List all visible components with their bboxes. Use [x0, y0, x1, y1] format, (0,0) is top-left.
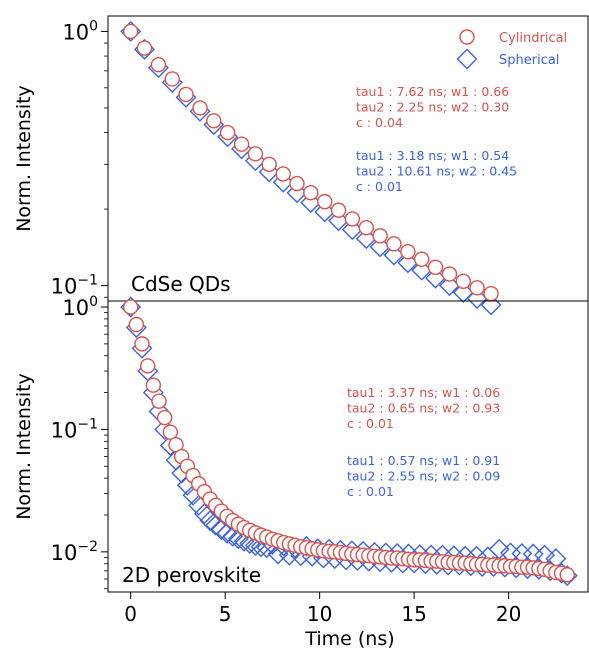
data-point-spherical	[286, 182, 308, 204]
y-tick-label: 10−1	[51, 273, 98, 299]
x-tick-label: 15	[401, 602, 426, 626]
data-point-cylindrical	[162, 424, 179, 440]
x-tick-label: 0	[124, 602, 137, 626]
data-point-spherical	[425, 267, 446, 289]
fit-annotation-spherical: tau2 : 10.61 ns; w2 : 0.45	[356, 164, 517, 179]
data-point-cylindrical	[358, 219, 375, 236]
data-point-cylindrical	[178, 86, 194, 103]
data-point-cylindrical	[151, 393, 167, 409]
panel-label: 2D perovskite	[122, 563, 261, 587]
fit-annotation-spherical: tau1 : 0.57 ns; w1 : 0.91	[347, 453, 500, 468]
data-point-cylindrical	[303, 185, 319, 201]
y-axis-label: Norm. Intensity	[13, 85, 35, 232]
legend-label-cylindrical: Cylindrical	[499, 31, 567, 46]
data-point-cylindrical	[206, 113, 222, 129]
fit-annotation-cylindrical: c : 0.01	[347, 416, 394, 431]
data-point-spherical	[488, 538, 510, 560]
panel-1	[101, 15, 589, 316]
data-point-cylindrical	[192, 100, 208, 116]
data-point-cylindrical	[317, 193, 333, 210]
plot-frame	[107, 300, 589, 593]
fit-annotation-cylindrical: tau2 : 2.25 ns; w2 : 0.30	[356, 100, 509, 115]
y-tick-label: 10−1	[51, 416, 98, 442]
x-axis-label: Time (ns)	[304, 628, 394, 650]
data-point-cylindrical	[139, 358, 156, 374]
data-point-cylindrical	[483, 285, 499, 302]
data-point-cylindrical	[261, 156, 277, 173]
fit-annotation-cylindrical: tau1 : 3.37 ns; w1 : 0.06	[347, 385, 500, 400]
y-axis-label: Norm. Intensity	[13, 373, 35, 520]
data-point-cylindrical	[275, 166, 291, 182]
data-point-cylindrical	[386, 236, 402, 252]
fit-annotation-cylindrical: tau1 : 7.62 ns; w1 : 0.66	[356, 84, 509, 99]
y-tick-label: 100	[62, 18, 98, 44]
data-point-spherical	[480, 294, 502, 316]
data-point-cylindrical	[247, 146, 264, 162]
x-tick-label: 5	[219, 602, 232, 626]
data-point-cylindrical	[122, 23, 139, 40]
fit-annotation-spherical: c : 0.01	[356, 179, 403, 194]
data-point-cylindrical	[128, 316, 145, 333]
legend-label-spherical: Spherical	[499, 53, 559, 68]
fit-annotation-spherical: tau2 : 2.55 ns; w2 : 0.09	[347, 469, 500, 484]
x-tick-label: 10	[307, 602, 332, 626]
data-point-cylindrical	[122, 299, 139, 315]
data-point-cylindrical	[150, 56, 167, 73]
fit-annotation-spherical: c : 0.01	[347, 484, 394, 499]
data-point-spherical	[300, 192, 322, 214]
data-point-cylindrical	[164, 71, 180, 87]
data-point-cylindrical	[372, 228, 388, 244]
y-tick-label: 10−2	[51, 539, 98, 565]
legend-marker-cylindrical	[459, 29, 475, 45]
data-point-cylindrical	[330, 202, 347, 218]
x-tick-label: 20	[496, 602, 521, 626]
data-point-cylindrical	[427, 259, 444, 276]
data-point-cylindrical	[344, 211, 361, 227]
data-point-cylindrical	[400, 243, 416, 260]
data-point-cylindrical	[455, 273, 471, 289]
data-point-cylindrical	[219, 124, 236, 141]
data-point-spherical	[272, 171, 294, 193]
data-point-spherical	[199, 510, 221, 532]
data-point-cylindrical	[145, 377, 162, 393]
panel-2	[101, 296, 589, 593]
data-point-spherical	[466, 288, 488, 309]
data-point-cylindrical	[559, 567, 575, 583]
legend-marker-spherical	[456, 48, 478, 70]
fit-annotation-cylindrical: c : 0.04	[356, 115, 403, 130]
fit-annotation-cylindrical: tau2 : 0.65 ns; w2 : 0.93	[347, 401, 500, 416]
fit-annotation-spherical: tau1 : 3.18 ns; w1 : 0.54	[356, 148, 509, 163]
data-point-spherical	[258, 161, 280, 183]
data-point-cylindrical	[414, 251, 430, 267]
data-point-cylindrical	[469, 280, 485, 296]
data-point-cylindrical	[233, 136, 250, 152]
data-point-cylindrical	[289, 175, 305, 192]
panel-label: CdSe QDs	[131, 272, 231, 296]
data-point-cylindrical	[136, 40, 153, 56]
data-point-cylindrical	[441, 266, 458, 282]
data-point-cylindrical	[156, 409, 173, 426]
data-point-spherical	[341, 219, 363, 241]
data-point-cylindrical	[134, 336, 150, 352]
y-tick-label: 100	[62, 294, 98, 320]
